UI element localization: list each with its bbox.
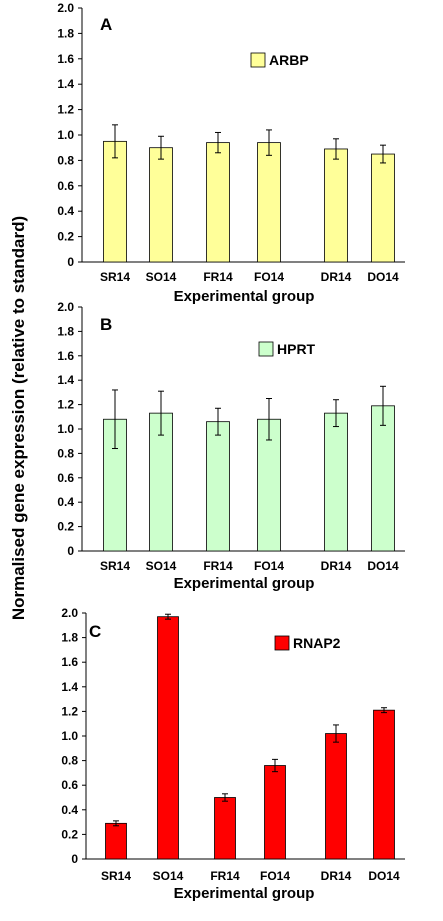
y-tick-label: 0 — [71, 852, 78, 866]
legend-label: ARBP — [269, 52, 309, 68]
bar-so14 — [157, 616, 179, 860]
y-tick-label: 2.0 — [61, 606, 78, 620]
y-tick-label: 1.0 — [61, 729, 78, 743]
y-tick-label: 0.4 — [57, 495, 74, 509]
y-tick-label: 1.4 — [57, 77, 74, 91]
bar-do14 — [373, 709, 395, 860]
legend-label: RNAP2 — [293, 635, 341, 651]
x-axis-label: Experimental group — [174, 288, 315, 305]
x-tick-label: FR14 — [210, 869, 240, 883]
bar-fr14 — [206, 421, 230, 552]
x-tick-label: FR14 — [203, 270, 233, 284]
x-tick-label: FO14 — [260, 869, 290, 883]
bar-dr14 — [324, 148, 348, 263]
y-tick-label: 1.0 — [57, 128, 74, 142]
panel-letter: C — [89, 622, 101, 641]
legend-swatch — [274, 635, 290, 651]
legend-swatch — [250, 52, 266, 68]
bar-fo14 — [257, 142, 281, 263]
y-tick-label: 1.2 — [61, 704, 78, 718]
y-tick-label: 0.4 — [57, 204, 74, 218]
bar-sr14 — [105, 822, 127, 860]
y-tick-label: 0.6 — [61, 778, 78, 792]
y-tick-label: 0.8 — [57, 446, 74, 460]
y-tick-label: 1.6 — [61, 655, 78, 669]
legend: RNAP2 — [274, 635, 341, 651]
x-axis-label: Experimental group — [174, 885, 315, 902]
y-tick-label: 1.8 — [61, 631, 78, 645]
x-tick-label: SO14 — [153, 869, 184, 883]
x-tick-label: DR14 — [321, 869, 352, 883]
y-tick-label: 1.0 — [57, 422, 74, 436]
y-tick-label: 0.6 — [57, 179, 74, 193]
y-tick-label: 1.8 — [57, 324, 74, 338]
x-tick-label: FO14 — [254, 270, 284, 284]
bar-so14 — [149, 147, 173, 263]
y-tick-label: 0 — [67, 255, 74, 269]
y-tick-label: 1.6 — [57, 52, 74, 66]
x-tick-label: SR14 — [101, 869, 131, 883]
panel-letter: A — [100, 15, 112, 34]
y-tick-label: 0.8 — [61, 754, 78, 768]
y-tick-label: 0.2 — [57, 520, 74, 534]
bar-sr14 — [103, 140, 127, 263]
x-tick-label: SR14 — [100, 559, 130, 573]
y-tick-label: 1.4 — [61, 680, 78, 694]
y-tick-label: 1.2 — [57, 398, 74, 412]
x-tick-label: FR14 — [203, 559, 233, 573]
bar-do14 — [371, 405, 395, 552]
x-tick-label: DO14 — [368, 869, 400, 883]
y-axis-label: Normalised gene expression (relative to … — [9, 216, 28, 620]
legend-label: HPRT — [277, 341, 316, 357]
x-tick-label: DR14 — [321, 559, 352, 573]
y-tick-label: 2.0 — [57, 1, 74, 15]
y-tick-label: 0.2 — [61, 827, 78, 841]
x-tick-label: SR14 — [100, 270, 130, 284]
chart-panel-a: 0 0.2 0.4 0.6 0.8 1.0 1.2 1.4 1.6 1.8 2.0 SR14 SO14 F… — [57, 1, 405, 305]
chart-panel-c: 0 0.2 0.4 0.6 0.8 1.0 1.2 1.4 1.6 1.8 2.0 SR14 SO14 F… — [61, 606, 405, 902]
x-axis-label: Experimental group — [174, 575, 315, 592]
y-tick-label: 0.6 — [57, 471, 74, 485]
x-tick-label: DO14 — [367, 270, 399, 284]
y-tick-label: 1.8 — [57, 26, 74, 40]
legend-swatch — [258, 341, 274, 357]
y-tick-label: 1.4 — [57, 373, 74, 387]
y-tick-label: 1.2 — [57, 103, 74, 117]
y-tick-label: 0.8 — [57, 153, 74, 167]
y-tick-label: 0.4 — [61, 803, 78, 817]
x-tick-label: DO14 — [367, 559, 399, 573]
bar-do14 — [371, 153, 395, 263]
chart-panel-b: 0 0.2 0.4 0.6 0.8 1.0 1.2 1.4 1.6 1.8 2.0 SR14 SO14 F… — [57, 300, 405, 592]
y-tick-label: 1.6 — [57, 349, 74, 363]
legend: HPRT — [258, 341, 316, 357]
y-tick-label: 0.2 — [57, 230, 74, 244]
legend: ARBP — [250, 52, 309, 68]
y-tick-label: 0 — [67, 544, 74, 558]
bar-fr14 — [206, 142, 230, 263]
x-tick-label: SO14 — [146, 559, 177, 573]
bar-dr14 — [325, 733, 347, 860]
panel-letter: B — [100, 315, 112, 334]
x-tick-label: SO14 — [146, 270, 177, 284]
x-tick-label: DR14 — [321, 270, 352, 284]
bar-fr14 — [214, 797, 236, 860]
bar-dr14 — [324, 412, 348, 552]
bar-fo14 — [264, 765, 286, 860]
y-tick-label: 2.0 — [57, 300, 74, 314]
x-tick-label: FO14 — [254, 559, 284, 573]
